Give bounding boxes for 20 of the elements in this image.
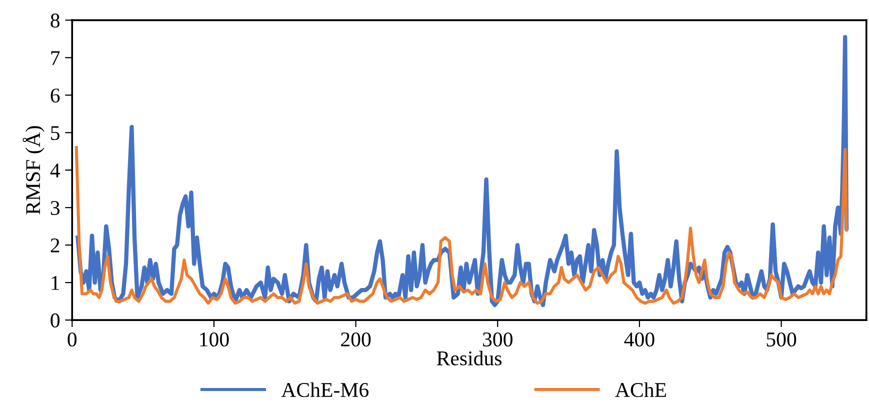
x-axis-title: Residus (436, 350, 502, 366)
x-tick-label: 400 (624, 332, 654, 347)
legend-label: AChE (615, 382, 666, 398)
y-tick-label: 1 (52, 276, 60, 290)
x-tick-label: 500 (766, 332, 796, 347)
y-tick-label: 2 (50, 238, 60, 252)
y-tick-label: 6 (50, 88, 60, 103)
y-tick-label: 0 (50, 313, 60, 328)
y-tick-label: 4 (50, 164, 60, 178)
y-tick-label: 3 (50, 201, 60, 216)
legend-label: AChE-M6 (281, 382, 368, 398)
x-tick-label: 100 (200, 332, 229, 347)
x-tick-label: 0 (68, 332, 77, 347)
x-tick-label: 200 (341, 332, 371, 347)
y-tick-label: 7 (51, 51, 60, 65)
y-axis-title: RMSF (Å) (22, 126, 44, 214)
y-tick-label: 8 (50, 14, 60, 28)
x-tick-label: 300 (483, 332, 512, 347)
y-tick-label: 5 (51, 126, 60, 140)
line-series (74, 146, 848, 305)
